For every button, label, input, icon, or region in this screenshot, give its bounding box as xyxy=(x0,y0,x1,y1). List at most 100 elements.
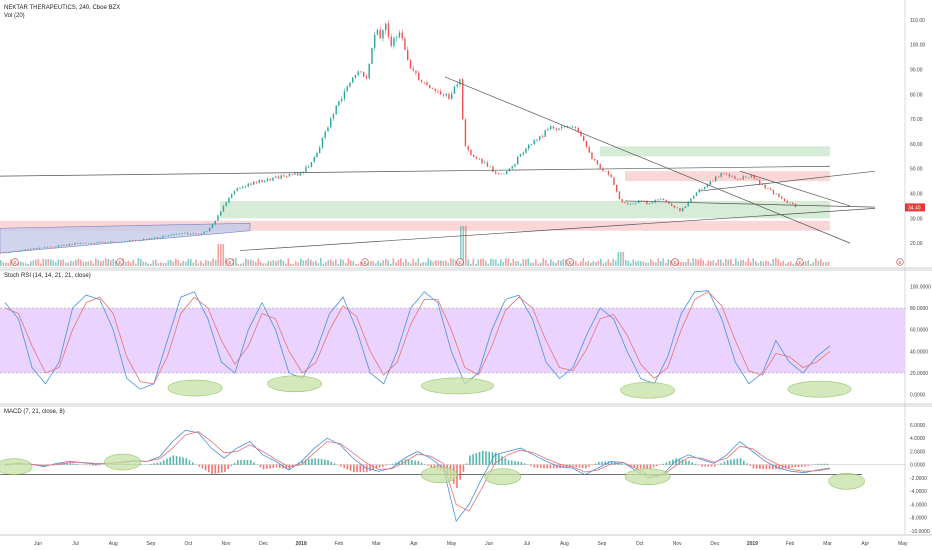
macd-hist-bar xyxy=(523,463,526,465)
candle-body xyxy=(632,203,634,205)
candle-body xyxy=(651,202,654,204)
volume-bar xyxy=(735,258,737,266)
trend-line-1 xyxy=(0,165,831,177)
candle-body xyxy=(649,203,651,204)
candle-body xyxy=(706,184,709,187)
volume-bar xyxy=(40,263,42,266)
candle-body xyxy=(11,251,13,253)
macd-hist-bar xyxy=(733,459,735,465)
volume-bar xyxy=(625,259,627,266)
volume-bar xyxy=(255,262,257,266)
macd-hist-bar xyxy=(662,463,665,465)
volume-bar xyxy=(70,260,72,266)
volume-bar xyxy=(667,259,670,266)
volume-bar xyxy=(577,263,580,266)
macd-hist-bar xyxy=(320,459,323,465)
macd-hist-bar xyxy=(372,464,374,470)
candle-body xyxy=(321,137,324,148)
volume-bar xyxy=(312,261,315,266)
candle-body xyxy=(739,179,742,180)
candle-body xyxy=(24,249,27,251)
candle-body xyxy=(588,146,590,153)
macd-hist-bar xyxy=(581,464,584,468)
candle-body xyxy=(277,176,280,179)
candle-body xyxy=(577,127,579,132)
candle-body xyxy=(68,244,71,246)
volume-bar xyxy=(427,258,430,266)
volume-bar xyxy=(557,260,560,266)
macd-hist-bar xyxy=(755,464,758,469)
candle-body xyxy=(492,166,494,172)
volume-bar xyxy=(270,261,272,266)
macd-hist-bar xyxy=(92,464,94,466)
volume-bar xyxy=(750,262,752,266)
volume-bar xyxy=(692,258,695,266)
volume-bar xyxy=(562,259,565,266)
macd-hist-bar xyxy=(771,464,774,470)
candle-body xyxy=(360,71,362,73)
volume-bar xyxy=(192,262,195,266)
macd-hist-bar xyxy=(797,464,800,468)
candle-body xyxy=(613,177,615,185)
volume-bar xyxy=(475,263,477,266)
macd-hist-bar xyxy=(633,464,636,468)
symbol-title: NEKTAR THERAPEUTICS, 240, Cboe BZX xyxy=(4,5,120,11)
candle-body xyxy=(313,157,315,163)
macd-hist-bar xyxy=(684,460,687,465)
candle-body xyxy=(610,174,612,178)
macd-hist-bar xyxy=(765,464,768,470)
candle-body xyxy=(90,243,93,244)
volume-bar xyxy=(472,258,475,266)
macd-hist-bar xyxy=(694,463,697,465)
macd-tick-label: -2.0000 xyxy=(910,476,927,482)
macd-pane[interactable] xyxy=(0,429,905,523)
macd-hist-bar xyxy=(788,464,790,468)
volume-bar xyxy=(400,258,402,266)
volume-bar xyxy=(55,262,57,266)
volume-bar xyxy=(725,258,727,266)
volume-bar xyxy=(740,260,742,266)
macd-hist-bar xyxy=(349,464,352,471)
volume-bar xyxy=(215,260,217,266)
volume-bar xyxy=(250,259,252,266)
macd-hist-bar xyxy=(478,451,481,465)
volume-bar xyxy=(445,260,447,266)
candle-body xyxy=(426,82,428,86)
volume-bar xyxy=(722,262,725,266)
macd-hist-bar xyxy=(95,464,97,466)
candle-body xyxy=(558,128,560,130)
volume-bar xyxy=(295,261,297,266)
candle-body xyxy=(555,128,557,130)
macd-hist-bar xyxy=(278,464,281,468)
volume-bar xyxy=(510,262,512,266)
candle-body xyxy=(195,233,197,235)
volume-bar xyxy=(277,260,280,266)
candle-body xyxy=(671,203,673,206)
volume-bar xyxy=(610,262,612,266)
candle-body xyxy=(349,82,351,87)
macd-hist-bar xyxy=(475,453,478,465)
candle-body xyxy=(184,232,186,234)
macd-hist-bar xyxy=(572,464,574,467)
macd-hist-bar xyxy=(688,461,690,465)
macd-hist-bar xyxy=(159,461,162,465)
volume-bar xyxy=(647,262,650,266)
volume-bar xyxy=(162,263,165,266)
volume-bar xyxy=(112,258,115,266)
candle-body xyxy=(332,114,335,119)
candle-body xyxy=(363,71,365,77)
volume-bar xyxy=(202,263,205,266)
macd-hist-bar xyxy=(762,464,764,470)
candle-body xyxy=(390,36,392,47)
macd-hist-bar xyxy=(269,464,271,469)
volume-bar xyxy=(27,263,30,266)
volume-bar xyxy=(580,261,582,266)
volume-bar xyxy=(325,262,327,266)
volume-bar xyxy=(182,260,185,266)
stoch-rsi-pane[interactable] xyxy=(0,290,905,399)
volume-bar xyxy=(150,263,152,266)
volume-bar xyxy=(337,263,340,266)
macd-tick-label: -8.0000 xyxy=(910,516,927,522)
